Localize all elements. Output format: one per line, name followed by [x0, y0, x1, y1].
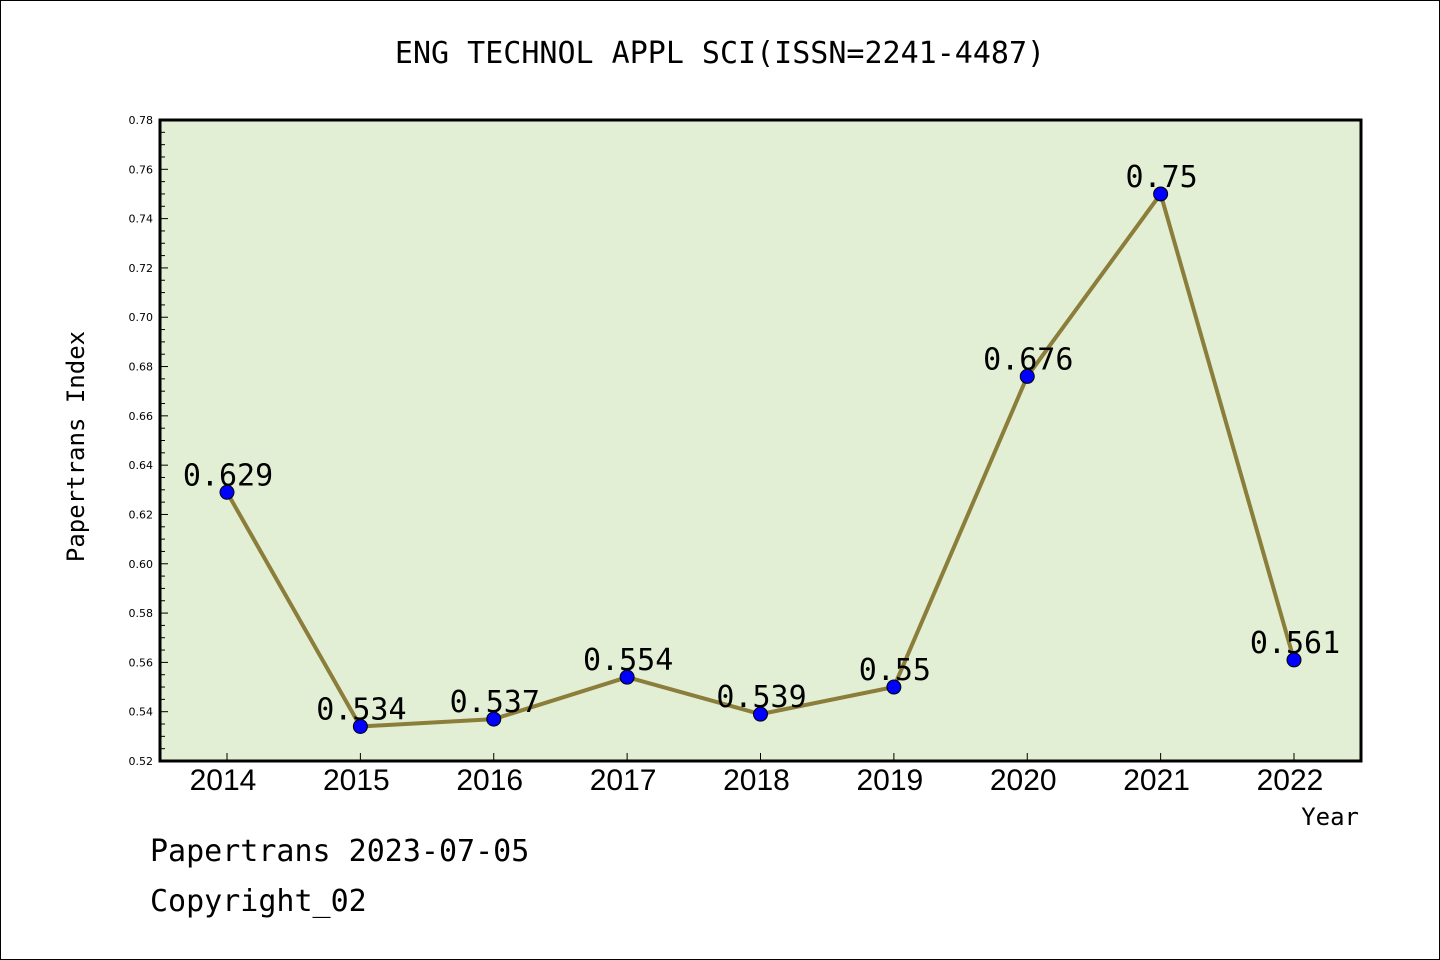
data-point: [1153, 186, 1169, 202]
x-tick-label: 2017: [590, 764, 657, 797]
data-label: 0.539: [716, 680, 806, 715]
y-tick-label: 0.66: [129, 410, 154, 423]
y-tick-label: 0.78: [129, 114, 154, 127]
y-tick-label: 0.52: [129, 755, 154, 768]
y-tick-label: 0.56: [129, 656, 154, 669]
data-point: [886, 679, 902, 695]
data-label: 0.537: [450, 685, 540, 720]
x-tick-label: 2019: [857, 764, 924, 797]
y-tick-label: 0.58: [129, 607, 154, 620]
data-point: [352, 718, 368, 734]
data-point: [486, 711, 502, 727]
x-tick-label: 2021: [1123, 764, 1190, 797]
y-tick-label: 0.64: [129, 459, 154, 472]
data-point: [1286, 652, 1302, 668]
x-tick-label: 2016: [456, 764, 523, 797]
footer-copyright: Copyright_02: [150, 884, 367, 919]
x-axis-title: Year: [1301, 803, 1359, 831]
x-tick-label: 2014: [190, 764, 257, 797]
plot-area: [160, 120, 1361, 761]
x-tick-label: 2015: [323, 764, 390, 797]
y-tick-label: 0.74: [129, 213, 154, 226]
y-tick-label: 0.62: [129, 508, 154, 521]
y-tick-label: 0.70: [129, 311, 154, 324]
data-label: 0.75: [1126, 160, 1198, 195]
data-label: 0.561: [1250, 626, 1340, 661]
footer-date: Papertrans 2023-07-05: [150, 834, 530, 869]
data-label: 0.534: [316, 692, 406, 727]
y-tick-label: 0.60: [129, 558, 154, 571]
y-tick-label: 0.54: [129, 706, 154, 719]
x-tick-label: 2020: [990, 764, 1057, 797]
data-point: [219, 484, 235, 500]
data-point: [1019, 368, 1035, 384]
y-tick-label: 0.72: [129, 262, 154, 275]
y-axis-title: Papertrans Index: [62, 331, 90, 562]
data-label: 0.676: [983, 342, 1073, 377]
plot-border: [158, 118, 1363, 763]
data-point: [619, 669, 635, 685]
x-tick-label: 2018: [723, 764, 790, 797]
data-label: 0.554: [583, 643, 673, 678]
y-tick-label: 0.68: [129, 361, 154, 374]
data-label: 0.55: [859, 653, 931, 688]
y-tick-label: 0.76: [129, 163, 154, 176]
x-tick-label: 2022: [1257, 764, 1324, 797]
data-point: [753, 706, 768, 722]
data-label: 0.629: [183, 458, 273, 493]
chart-title: ENG TECHNOL APPL SCI(ISSN=2241-4487): [394, 36, 1046, 71]
